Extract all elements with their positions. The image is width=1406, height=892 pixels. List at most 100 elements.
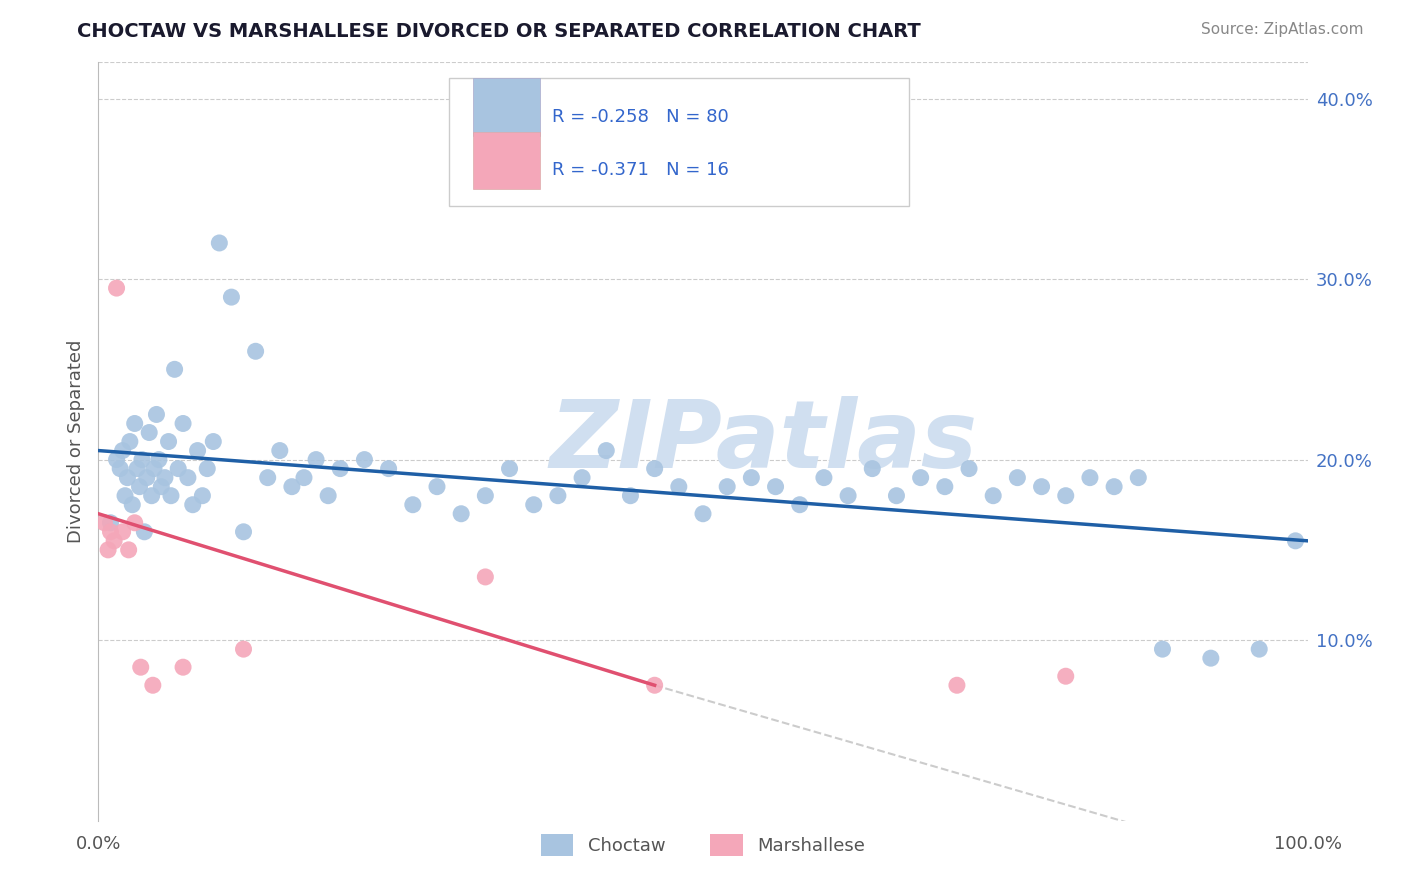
Point <box>111 524 134 539</box>
Point <box>121 498 143 512</box>
Point <box>426 480 449 494</box>
Point <box>181 498 204 512</box>
Point <box>547 489 569 503</box>
Point <box>957 461 980 475</box>
Text: Source: ZipAtlas.com: Source: ZipAtlas.com <box>1201 22 1364 37</box>
Point <box>1199 651 1222 665</box>
Point <box>111 443 134 458</box>
Point <box>692 507 714 521</box>
Point <box>232 642 254 657</box>
Point <box>145 408 167 422</box>
Point <box>498 461 520 475</box>
Point <box>105 452 128 467</box>
Point <box>138 425 160 440</box>
Point <box>142 678 165 692</box>
Point <box>163 362 186 376</box>
Point <box>377 461 399 475</box>
Point <box>127 461 149 475</box>
Point <box>103 533 125 548</box>
Point <box>1102 480 1125 494</box>
Point <box>269 443 291 458</box>
Point <box>813 470 835 484</box>
Point <box>172 417 194 431</box>
Point <box>474 489 496 503</box>
Point <box>172 660 194 674</box>
Point <box>571 470 593 484</box>
Point <box>765 480 787 494</box>
Point <box>316 489 339 503</box>
Point <box>118 542 141 557</box>
Point <box>177 470 200 484</box>
Point <box>131 452 153 467</box>
Point <box>108 461 131 475</box>
Point <box>886 489 908 503</box>
Text: R = -0.371   N = 16: R = -0.371 N = 16 <box>551 161 728 179</box>
Point <box>329 461 352 475</box>
Point <box>523 498 546 512</box>
Point <box>1054 669 1077 683</box>
Point <box>93 516 115 530</box>
Point <box>232 524 254 539</box>
Point <box>160 489 183 503</box>
Point <box>934 480 956 494</box>
Point <box>187 443 209 458</box>
Point <box>450 507 472 521</box>
Point <box>143 461 166 475</box>
Point <box>153 470 176 484</box>
Point <box>837 489 859 503</box>
FancyBboxPatch shape <box>474 132 540 189</box>
Point <box>789 498 811 512</box>
Point <box>100 524 122 539</box>
Point <box>860 461 883 475</box>
Point <box>129 660 152 674</box>
Point <box>97 542 120 557</box>
Point <box>619 489 641 503</box>
Point <box>402 498 425 512</box>
Point <box>167 461 190 475</box>
Point <box>148 452 170 467</box>
Point <box>644 678 666 692</box>
Text: R = -0.258   N = 80: R = -0.258 N = 80 <box>551 108 728 126</box>
Point <box>1152 642 1174 657</box>
Point <box>910 470 932 484</box>
Point <box>150 480 173 494</box>
Point <box>128 480 150 494</box>
Point <box>134 524 156 539</box>
Point <box>221 290 243 304</box>
Point <box>100 516 122 530</box>
Point <box>281 480 304 494</box>
Point <box>644 461 666 475</box>
Point <box>195 461 218 475</box>
Point <box>1054 489 1077 503</box>
Point <box>1078 470 1101 484</box>
Point <box>1031 480 1053 494</box>
FancyBboxPatch shape <box>449 78 908 207</box>
Point <box>1007 470 1029 484</box>
Point <box>191 489 214 503</box>
Point <box>202 434 225 449</box>
Point <box>474 570 496 584</box>
Point <box>135 470 157 484</box>
Point <box>118 434 141 449</box>
Point <box>292 470 315 484</box>
Point <box>1128 470 1150 484</box>
Point <box>256 470 278 484</box>
Point <box>124 516 146 530</box>
FancyBboxPatch shape <box>474 78 540 136</box>
Point <box>981 489 1004 503</box>
Y-axis label: Divorced or Separated: Divorced or Separated <box>66 340 84 543</box>
Point <box>305 452 328 467</box>
Text: ZIPatlas: ZIPatlas <box>550 395 977 488</box>
Point <box>114 489 136 503</box>
Text: CHOCTAW VS MARSHALLESE DIVORCED OR SEPARATED CORRELATION CHART: CHOCTAW VS MARSHALLESE DIVORCED OR SEPAR… <box>77 22 921 41</box>
Point <box>1284 533 1306 548</box>
Point <box>668 480 690 494</box>
Point <box>208 235 231 250</box>
Point <box>1249 642 1271 657</box>
Point <box>740 470 762 484</box>
Point <box>353 452 375 467</box>
Point <box>595 443 617 458</box>
Point <box>245 344 267 359</box>
Point <box>716 480 738 494</box>
Legend: Choctaw, Marshallese: Choctaw, Marshallese <box>531 824 875 864</box>
